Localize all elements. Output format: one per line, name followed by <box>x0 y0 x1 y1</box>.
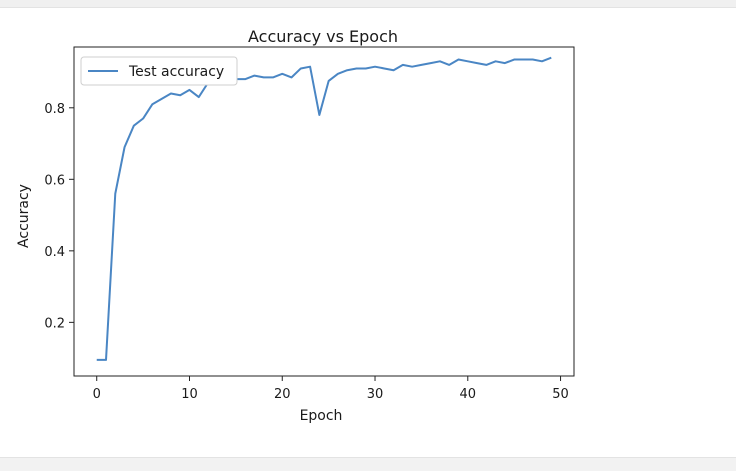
y-tick-label: 0.4 <box>44 245 65 260</box>
legend: Test accuracy <box>80 56 238 86</box>
notebook-next-cell-strip <box>0 457 736 471</box>
x-tick-label: 40 <box>460 387 477 402</box>
series-line-test-accuracy <box>96 56 552 361</box>
x-axis-label: Epoch <box>300 408 343 424</box>
y-tick-label: 0.8 <box>44 102 65 117</box>
y-tick-label: 0.2 <box>44 316 65 331</box>
series-lines <box>96 56 552 361</box>
plot-frame <box>73 46 575 377</box>
x-tick-label: 30 <box>367 387 384 402</box>
legend-label: Test accuracy <box>128 64 224 80</box>
x-tick-label: 20 <box>274 387 291 402</box>
notebook-toolbar-strip <box>0 0 736 8</box>
legend-box <box>80 56 238 86</box>
y-tick-label: 0.6 <box>44 173 65 188</box>
x-tick-label: 0 <box>93 387 101 402</box>
x-tick-label: 10 <box>181 387 198 402</box>
x-tick-label: 50 <box>552 387 569 402</box>
chart-title: Accuracy vs Epoch <box>248 27 398 46</box>
axis-ticks: 0 10 20 30 40 50 0.2 0.4 0.6 0.8 <box>44 102 569 402</box>
y-axis-label: Accuracy <box>16 184 32 248</box>
